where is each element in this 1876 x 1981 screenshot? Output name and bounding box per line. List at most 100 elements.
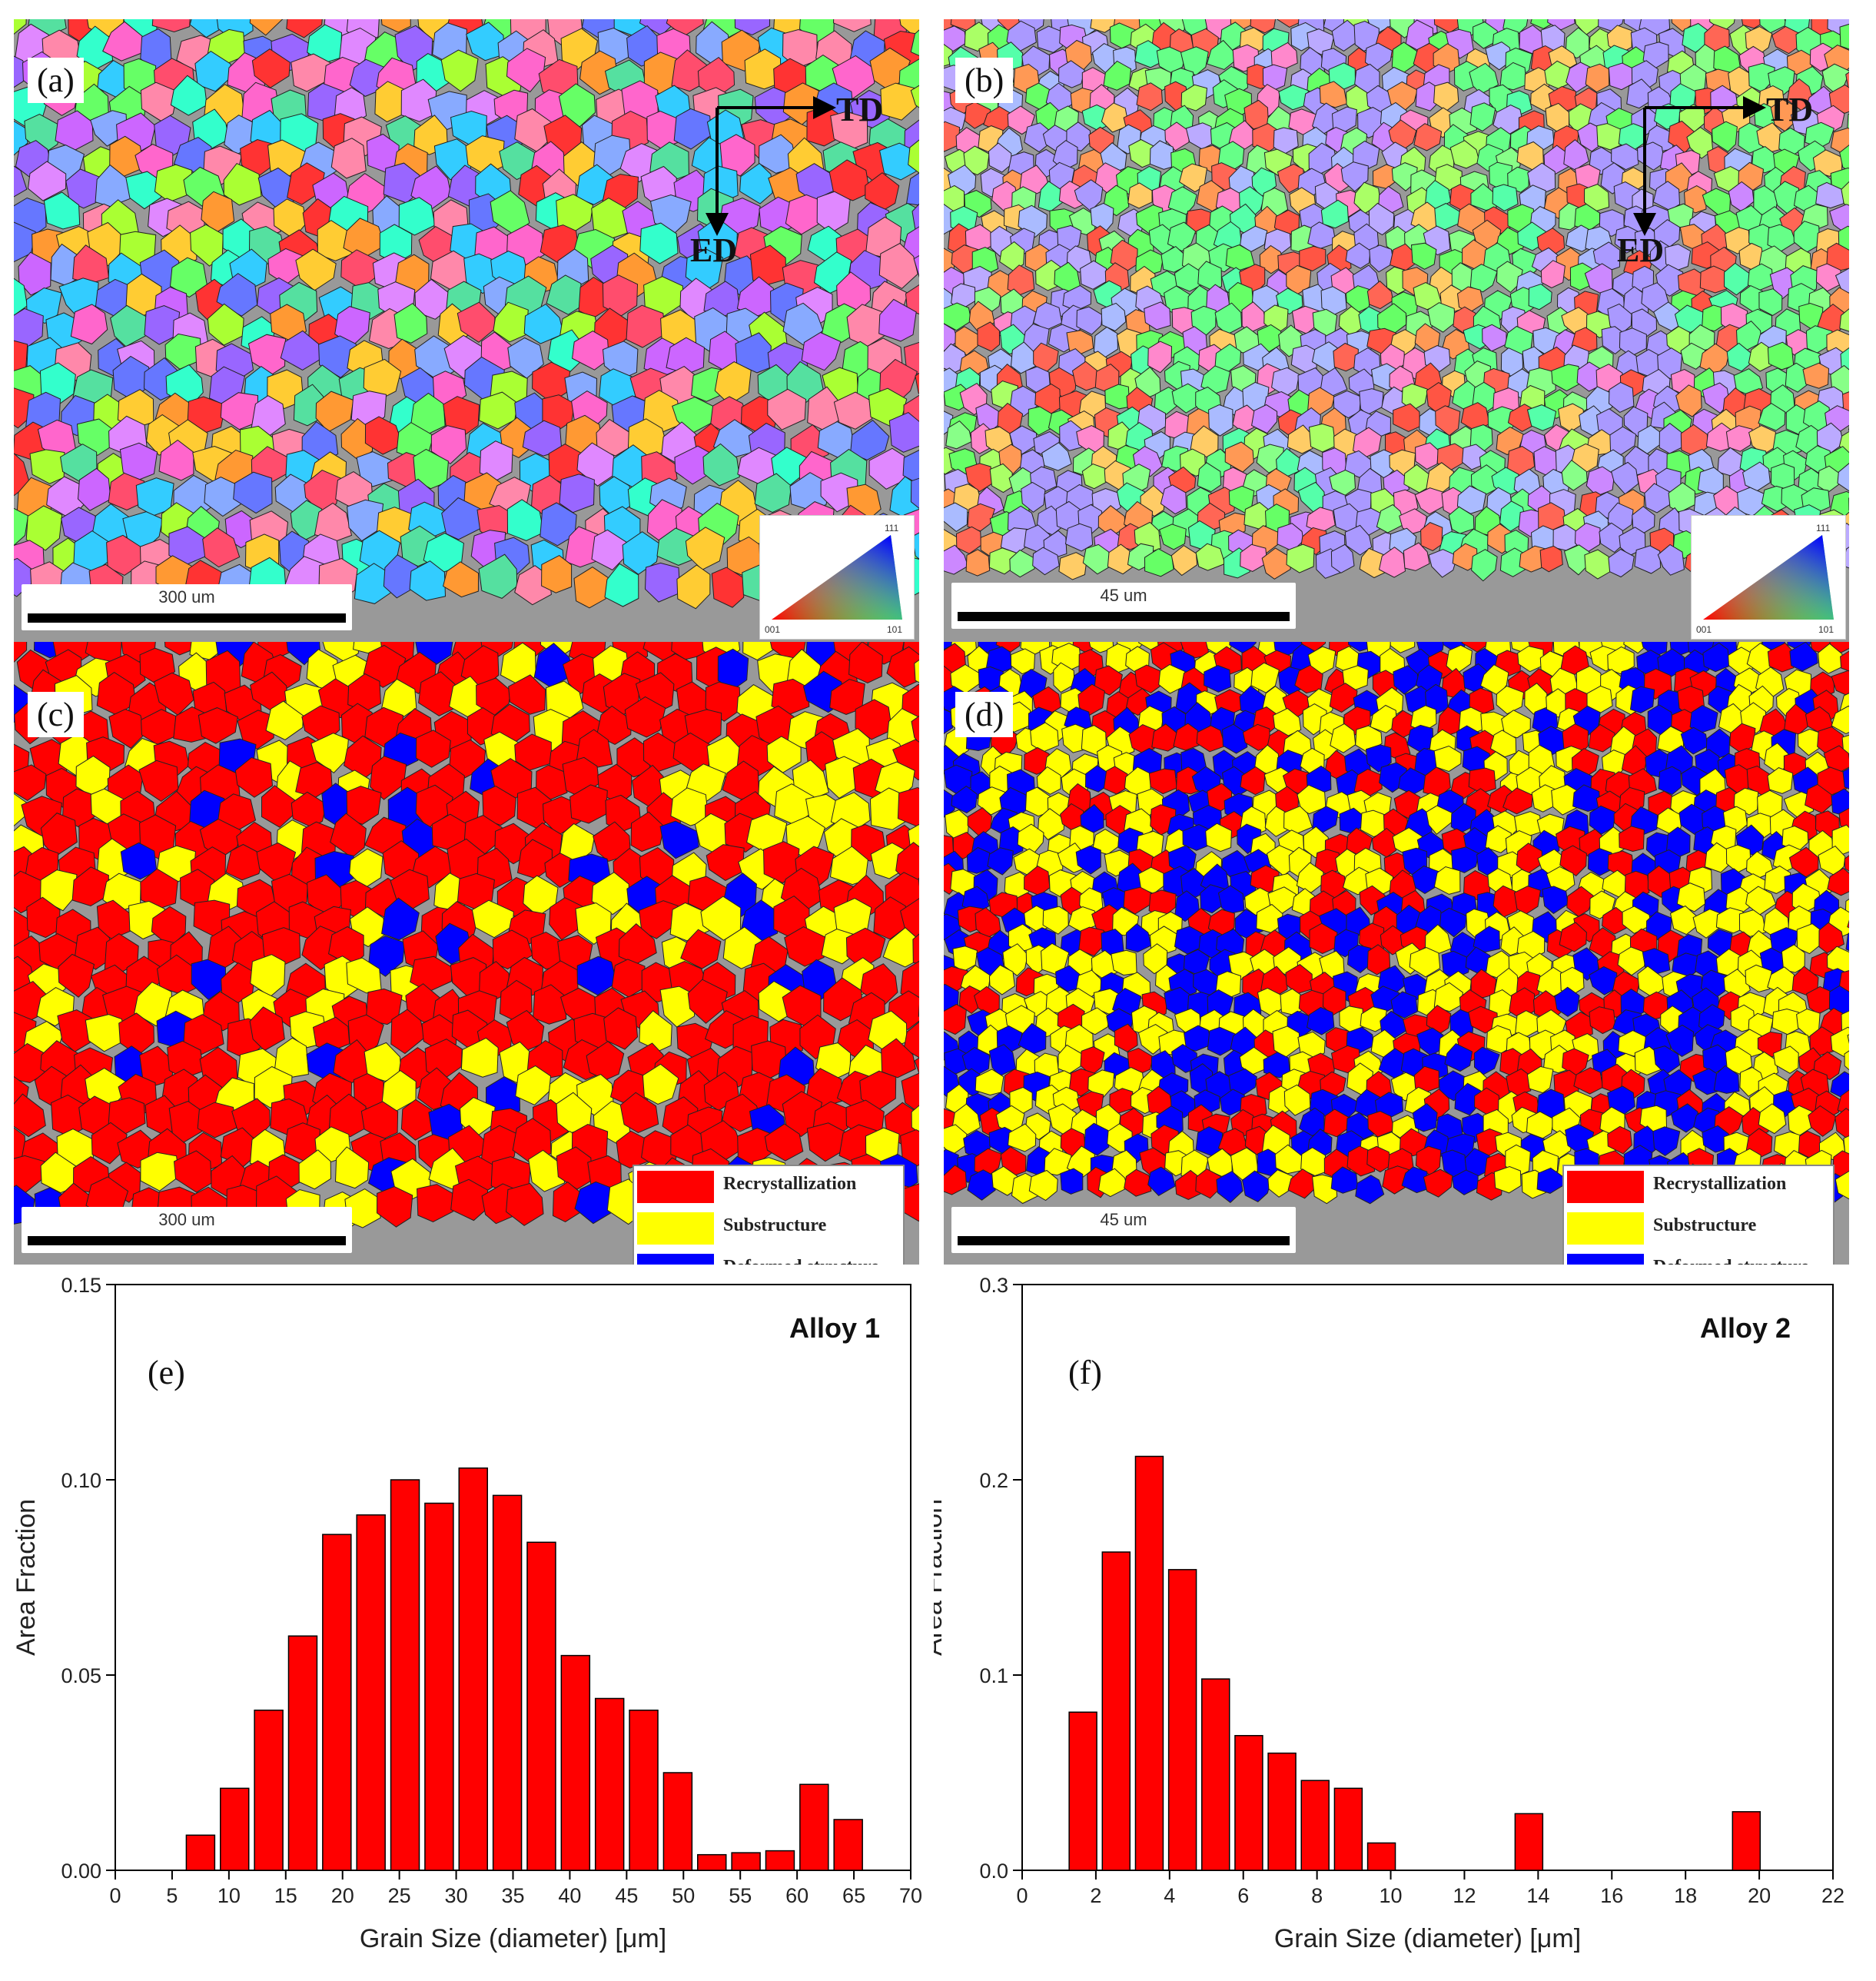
chart-f-ytick-label-0: 0.0 [979, 1860, 1008, 1883]
legend-item-recrystallization-d: Recrystallization [1564, 1166, 1833, 1208]
chart-e-bar-18 [799, 1783, 829, 1871]
chart-f-bar-9 [1366, 1842, 1396, 1871]
chart-f-xtick-label-11: 22 [1821, 1884, 1844, 1907]
chart-e-title: Alloy 1 [789, 1312, 880, 1344]
chart-e-bar-1 [220, 1787, 250, 1871]
ipf-map-alloy1: (a) TD ED 111 001 101 300 um [14, 19, 919, 642]
scale-bar-b: 45 um [951, 583, 1296, 629]
ipf-111-b: 111 [1816, 523, 1831, 533]
chart-f-bar-1 [1101, 1551, 1131, 1871]
chart-e-xtick-label-9: 45 [615, 1884, 638, 1907]
chart-f-bar-2 [1134, 1455, 1164, 1871]
chart-e-bar-19 [833, 1819, 863, 1871]
legend-item-deformed-d: Deformed structure [1564, 1249, 1833, 1265]
legend-c: Recrystallization Substructure Deformed … [633, 1165, 905, 1265]
chart-f-xtick-label-8: 16 [1600, 1884, 1623, 1907]
chart-e-bar-7 [424, 1502, 454, 1871]
td-label-b: TD [1766, 91, 1814, 128]
chart-f-title: Alloy 2 [1700, 1312, 1791, 1344]
chart-e-bar-6 [390, 1479, 420, 1871]
chart-f-ylabel: Area Fraction [934, 1499, 948, 1656]
chart-f-panel-label: (f) [1068, 1354, 1102, 1391]
ipf-111-a: 111 [885, 523, 899, 533]
chart-e-bar-11 [560, 1654, 591, 1871]
chart-e-xtick-label-6: 30 [445, 1884, 468, 1907]
chart-e-ytick-label-0: 0.00 [61, 1860, 101, 1883]
histogram-alloy1: 0 5 10 15 20 25 30 35 40 45 50 55 60 65 70 0.00 0.05 0.10… [12, 1274, 922, 1953]
chart-f-xtick-label-2: 4 [1164, 1884, 1175, 1907]
chart-f-bar-0 [1068, 1711, 1097, 1871]
ipf-101-b: 101 [1818, 624, 1834, 635]
panel-label-d: (d) [955, 692, 1014, 737]
scale-text-b: 45 um [1100, 586, 1147, 605]
chart-e-xtick-label-5: 25 [388, 1884, 411, 1907]
chart-e-xtick-label-8: 40 [558, 1884, 581, 1907]
chart-e-bar-15 [697, 1853, 727, 1871]
chart-e-bar-12 [594, 1697, 625, 1871]
chart-f-xtick-label-5: 10 [1380, 1884, 1403, 1907]
chart-e-bar-14 [662, 1772, 693, 1871]
chart-e-xtick-label-14: 70 [899, 1884, 922, 1907]
chart-f-xtick-label-10: 20 [1748, 1884, 1771, 1907]
scale-bar-c: 300 um [22, 1207, 352, 1253]
chart-e-xtick-label-7: 35 [501, 1884, 524, 1907]
chart-f-ytick-label-2: 0.2 [979, 1469, 1008, 1492]
chart-e-bar-3 [287, 1635, 318, 1871]
chart-e-bar-5 [356, 1514, 386, 1871]
ipf-legend-b: 111 001 101 [1691, 515, 1846, 640]
chart-f-xtick-label-3: 6 [1237, 1884, 1249, 1907]
chart-f-bar-4 [1201, 1678, 1230, 1871]
chart-f-xtick-label-1: 2 [1090, 1884, 1101, 1907]
chart-f-xtick-label-9: 18 [1674, 1884, 1697, 1907]
chart-f-ytick-label-3: 0.3 [979, 1274, 1008, 1297]
chart-e-panel-label: (e) [148, 1354, 185, 1391]
scale-text-d: 45 um [1100, 1210, 1147, 1229]
histogram-alloy2: 0 2 4 6 8 10 12 14 16 18 20 22 0.0 0.1 0.2 0.3 Grain Siz… [934, 1274, 1844, 1953]
structure-map-alloy1: (c) Recrystallization Substructure Defor… [14, 642, 919, 1265]
chart-e-bar-9 [492, 1494, 523, 1871]
chart-e-bar-8 [458, 1467, 488, 1871]
chart-e-xtick-label-4: 20 [331, 1884, 354, 1907]
chart-f-bar-6 [1267, 1752, 1297, 1871]
chart-e-xtick-label-12: 60 [785, 1884, 809, 1907]
chart-f-bar-11 [1732, 1811, 1761, 1871]
legend-item-recrystallization-c: Recrystallization [634, 1166, 903, 1208]
chart-e-bar-10 [526, 1541, 556, 1871]
scale-bar-a: 300 um [22, 584, 352, 630]
chart-e-bar-0 [185, 1834, 216, 1871]
structure-grains-c [14, 642, 919, 1265]
chart-f-bar-3 [1167, 1569, 1197, 1871]
chart-f-bar-5 [1234, 1734, 1263, 1871]
legend-item-substructure-d: Substructure [1564, 1208, 1833, 1249]
chart-f-bar-10 [1514, 1813, 1544, 1871]
ed-label-b: ED [1617, 231, 1665, 269]
chart-e-xtick-label-2: 10 [217, 1884, 241, 1907]
ed-label-a: ED [690, 231, 738, 269]
chart-e-xtick-label-3: 15 [274, 1884, 297, 1907]
ipf-101-a: 101 [887, 624, 902, 635]
chart-f-plot-frame [1021, 1284, 1834, 1871]
chart-e-bar-16 [731, 1852, 761, 1871]
chart-e-bar-17 [765, 1850, 795, 1871]
scale-text-a: 300 um [158, 587, 215, 607]
ipf-001-a: 001 [765, 624, 780, 635]
ipf-001-b: 001 [1696, 624, 1712, 635]
chart-e-bar-2 [254, 1709, 284, 1871]
chart-e-bar-4 [322, 1534, 352, 1871]
chart-e-bar-13 [629, 1709, 659, 1871]
chart-f-ytick-label-1: 0.1 [979, 1664, 1008, 1687]
chart-f-bar-7 [1300, 1780, 1330, 1871]
ipf-grains-b [944, 19, 1849, 642]
legend-d: Recrystallization Substructure Deformed … [1562, 1165, 1834, 1265]
direction-arrows-a [706, 96, 836, 236]
chart-e-xtick-label-11: 55 [729, 1884, 752, 1907]
chart-f-xtick-label-0: 0 [1016, 1884, 1028, 1907]
chart-f-bar-8 [1333, 1787, 1363, 1871]
chart-e-xtick-label-0: 0 [109, 1884, 121, 1907]
chart-f-xtick-label-4: 8 [1311, 1884, 1323, 1907]
chart-e-ytick-label-2: 0.10 [61, 1469, 101, 1492]
legend-item-substructure-c: Substructure [634, 1208, 903, 1249]
chart-f-xtick-label-7: 14 [1526, 1884, 1549, 1907]
panel-label-c: (c) [28, 692, 84, 737]
direction-arrows-b [1633, 96, 1766, 236]
